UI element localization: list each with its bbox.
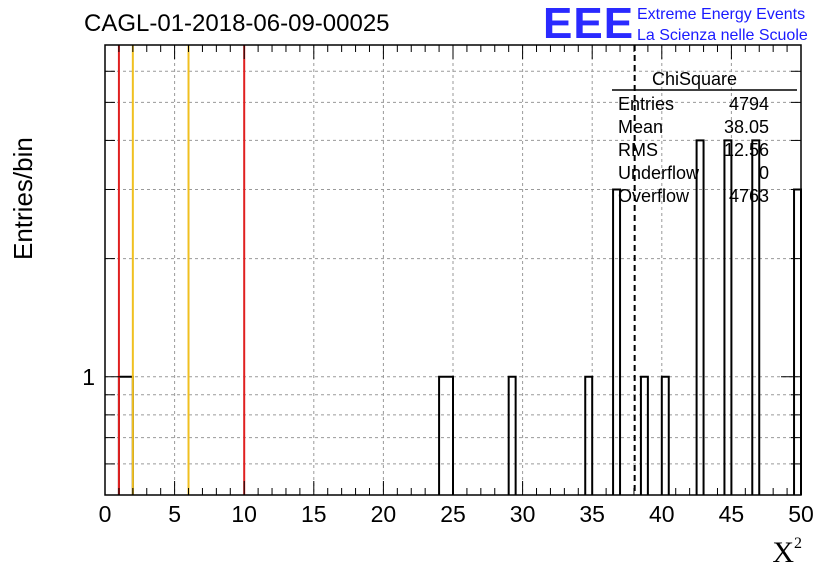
stats-box: ChiSquare Entries 4794 Mean 38.05 RMS 12.56 Und… <box>612 69 797 206</box>
stats-row-label: Mean <box>618 117 663 137</box>
stats-row-label: Entries <box>618 94 674 114</box>
x-tick-label: 50 <box>788 501 814 527</box>
y-axis-label: Entries/bin <box>8 137 38 260</box>
axis-ticks: 0 5 10 15 20 25 30 35 40 45 50 1 <box>82 44 814 527</box>
y-tick-label: 1 <box>82 364 95 390</box>
x-tick-label: 25 <box>440 501 466 527</box>
x-axis-label-base: X <box>772 536 794 569</box>
histogram-bars <box>117 139 802 495</box>
histogram-bin <box>793 188 802 495</box>
stats-row-value: 4794 <box>729 94 769 114</box>
histogram-bin <box>584 375 594 495</box>
x-tick-label: 30 <box>510 501 536 527</box>
histogram-bin <box>695 139 705 495</box>
x-axis-label-superscript: 2 <box>794 535 802 552</box>
x-tick-label: 35 <box>579 501 605 527</box>
stats-row-label: Underflow <box>618 163 700 183</box>
x-tick-label: 40 <box>649 501 675 527</box>
stats-row-label: Overflow <box>618 186 690 206</box>
stats-row-label: RMS <box>618 140 658 160</box>
reference-lines <box>117 45 636 495</box>
x-axis-label: X2 <box>772 535 802 570</box>
logo-line-2: La Scienza nelle Scuole <box>637 27 808 44</box>
chart-title: CAGL-01-2018-06-09-00025 <box>84 10 390 37</box>
logo-line-1: Extreme Energy Events <box>637 6 806 23</box>
x-tick-label: 20 <box>371 501 397 527</box>
histogram-bin <box>723 139 733 495</box>
histogram-bin <box>660 375 670 495</box>
x-tick-label: 0 <box>99 501 112 527</box>
stats-row-value: 4763 <box>729 186 769 206</box>
x-tick-label: 45 <box>719 501 745 527</box>
stats-row-value: 0 <box>759 163 769 183</box>
histogram-bin <box>507 375 517 495</box>
stats-row-value: 12.56 <box>724 140 769 160</box>
x-tick-label: 10 <box>231 501 257 527</box>
stats-row-value: 38.05 <box>724 117 769 137</box>
x-tick-label: 15 <box>301 501 327 527</box>
stats-box-name: ChiSquare <box>652 69 737 89</box>
eee-logo-text: Extreme Energy Events La Scienza nelle S… <box>637 4 808 46</box>
eee-logo-letters: EEE <box>543 0 635 48</box>
x-tick-label: 5 <box>168 501 181 527</box>
histogram-bin <box>751 139 761 495</box>
histogram-bin <box>438 375 454 495</box>
histogram-bin <box>612 188 622 495</box>
histogram-bin <box>639 375 649 495</box>
eee-logo: EEE <box>543 2 634 46</box>
